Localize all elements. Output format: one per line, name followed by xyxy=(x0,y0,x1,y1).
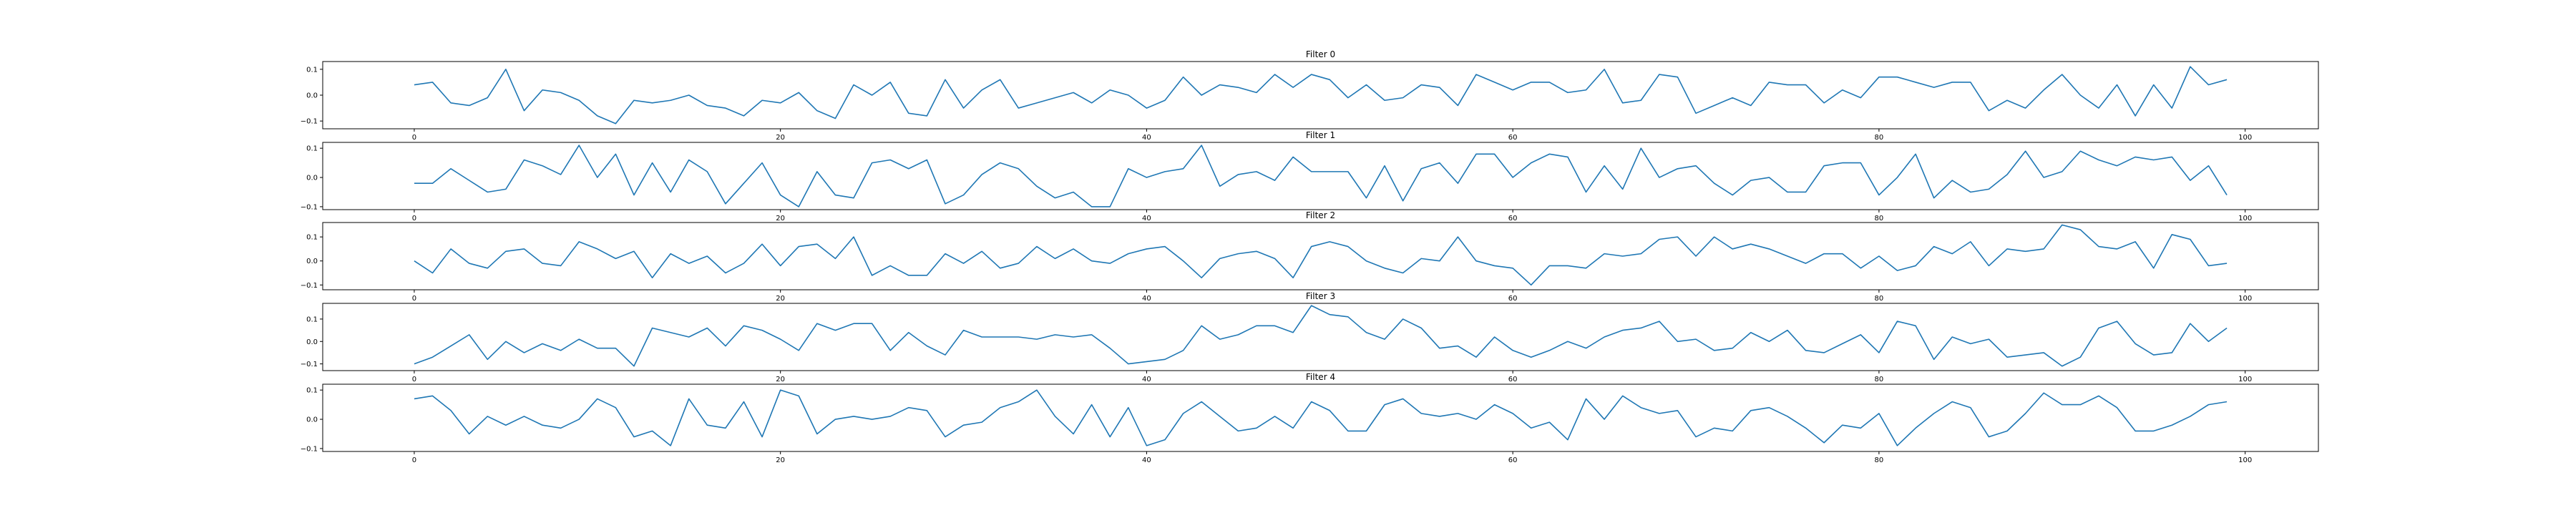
x-tick-label: 100 xyxy=(2238,215,2252,223)
subplot-filter-0: Filter 0 0 20 40 60 80 100 −0.1 0.0 0.1 xyxy=(301,49,2319,142)
y-tick-label: 0.1 xyxy=(306,66,318,74)
x-tick-label: 20 xyxy=(776,215,785,223)
y-tick-label: −0.1 xyxy=(301,118,318,126)
panel-title: Filter 3 xyxy=(1306,291,1335,301)
axes-frame xyxy=(322,61,2319,130)
x-tick-label: 60 xyxy=(1508,376,1518,383)
y-tick-label: −0.1 xyxy=(301,445,318,453)
x-tick-label: 60 xyxy=(1508,134,1518,142)
x-tick-label: 0 xyxy=(412,376,416,383)
series-line xyxy=(414,305,2228,367)
y-tick-label: −0.1 xyxy=(301,203,318,211)
x-tick-label: 80 xyxy=(1875,295,1884,303)
y-tick-label: 0.0 xyxy=(306,416,318,424)
x-tick-label: 20 xyxy=(776,295,785,303)
y-tick-label: 0.0 xyxy=(306,92,318,100)
x-tick-label: 40 xyxy=(1142,376,1151,383)
x-tick-label: 40 xyxy=(1142,134,1151,142)
x-tick-label: 20 xyxy=(776,376,785,383)
y-tick-label: 0.1 xyxy=(306,387,318,395)
subplot-filter-4: Filter 4 0 20 40 60 80 100 −0.1 0.0 0.1 xyxy=(301,372,2319,464)
x-tick-label: 100 xyxy=(2238,376,2252,383)
x-tick-label: 60 xyxy=(1508,456,1518,464)
x-tick-label: 40 xyxy=(1142,295,1151,303)
x-tick-label: 100 xyxy=(2238,134,2252,142)
x-tick-label: 0 xyxy=(412,215,416,223)
x-tick-label: 20 xyxy=(776,134,785,142)
x-tick-label: 80 xyxy=(1875,376,1884,383)
series-line xyxy=(414,224,2228,286)
series-line xyxy=(414,66,2228,124)
panel-title: Filter 1 xyxy=(1306,130,1335,140)
subplot-filter-2: Filter 2 0 20 40 60 80 100 −0.1 0.0 0.1 xyxy=(301,210,2319,303)
x-tick-label: 0 xyxy=(412,134,416,142)
panel-title: Filter 2 xyxy=(1306,210,1335,220)
panel-title: Filter 0 xyxy=(1306,49,1335,59)
x-tick-label: 80 xyxy=(1875,215,1884,223)
series-line xyxy=(414,145,2228,207)
axes-frame xyxy=(322,222,2319,290)
series-line xyxy=(414,389,2228,446)
axes-frame xyxy=(322,303,2319,371)
x-tick-label: 40 xyxy=(1142,215,1151,223)
x-tick-label: 100 xyxy=(2238,295,2252,303)
x-tick-label: 80 xyxy=(1875,134,1884,142)
y-tick-label: 0.0 xyxy=(306,175,318,182)
x-tick-label: 40 xyxy=(1142,456,1151,464)
x-tick-label: 0 xyxy=(412,456,416,464)
y-tick-label: 0.1 xyxy=(306,234,318,242)
y-tick-label: −0.1 xyxy=(301,282,318,290)
x-tick-label: 0 xyxy=(412,295,416,303)
x-tick-label: 100 xyxy=(2238,456,2252,464)
axes-frame xyxy=(322,383,2319,452)
x-tick-label: 60 xyxy=(1508,295,1518,303)
y-tick-label: −0.1 xyxy=(301,361,318,368)
y-tick-label: 0.1 xyxy=(306,145,318,153)
y-tick-label: 0.0 xyxy=(306,258,318,265)
y-tick-label: 0.0 xyxy=(306,338,318,346)
x-tick-label: 60 xyxy=(1508,215,1518,223)
axes-frame xyxy=(322,142,2319,210)
x-tick-label: 20 xyxy=(776,456,785,464)
y-tick-label: 0.1 xyxy=(306,316,318,323)
x-tick-label: 80 xyxy=(1875,456,1884,464)
subplot-filter-1: Filter 1 0 20 40 60 80 100 −0.1 0.0 0.1 xyxy=(301,130,2319,223)
panel-title: Filter 4 xyxy=(1306,372,1335,382)
subplot-filter-3: Filter 3 0 20 40 60 80 100 −0.1 0.0 0.1 xyxy=(301,291,2319,383)
